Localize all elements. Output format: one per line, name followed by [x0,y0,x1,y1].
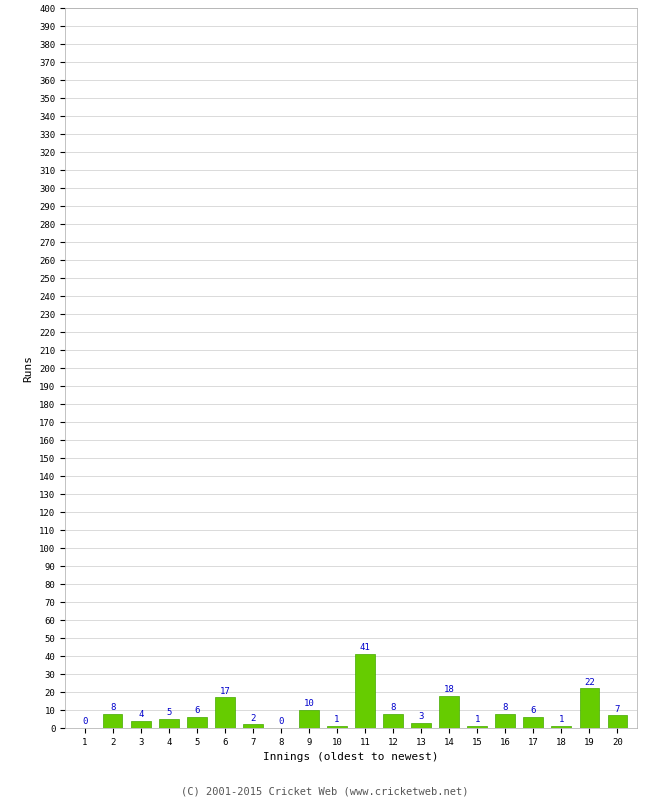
Text: 22: 22 [584,678,595,686]
Bar [439,696,459,728]
Bar [551,726,571,728]
Bar [355,654,375,728]
Bar [103,714,122,728]
Text: 1: 1 [558,715,564,725]
Text: 4: 4 [138,710,144,719]
Text: 6: 6 [194,706,200,715]
Text: 10: 10 [304,699,315,708]
Bar [327,726,347,728]
Text: 8: 8 [110,703,115,712]
Bar [384,714,403,728]
Text: 41: 41 [359,643,370,653]
Text: 1: 1 [474,715,480,725]
Bar [580,688,599,728]
Bar [495,714,515,728]
Text: 0: 0 [278,718,283,726]
Text: 18: 18 [444,685,454,694]
Bar [215,698,235,728]
Bar [411,722,431,728]
Text: 8: 8 [502,703,508,712]
Bar [299,710,318,728]
Text: (C) 2001-2015 Cricket Web (www.cricketweb.net): (C) 2001-2015 Cricket Web (www.cricketwe… [181,786,469,796]
Bar [131,721,151,728]
Bar [243,725,263,728]
Bar [187,718,207,728]
Text: 6: 6 [530,706,536,715]
Bar [159,719,179,728]
Y-axis label: Runs: Runs [23,354,34,382]
Bar [523,718,543,728]
Text: 8: 8 [391,703,396,712]
Bar [467,726,487,728]
Bar [608,715,627,728]
Text: 1: 1 [334,715,340,725]
Text: 7: 7 [615,705,620,714]
X-axis label: Innings (oldest to newest): Innings (oldest to newest) [263,752,439,762]
Text: 5: 5 [166,708,172,718]
Text: 0: 0 [82,718,87,726]
Text: 2: 2 [250,714,255,722]
Text: 3: 3 [419,712,424,721]
Text: 17: 17 [220,686,230,696]
